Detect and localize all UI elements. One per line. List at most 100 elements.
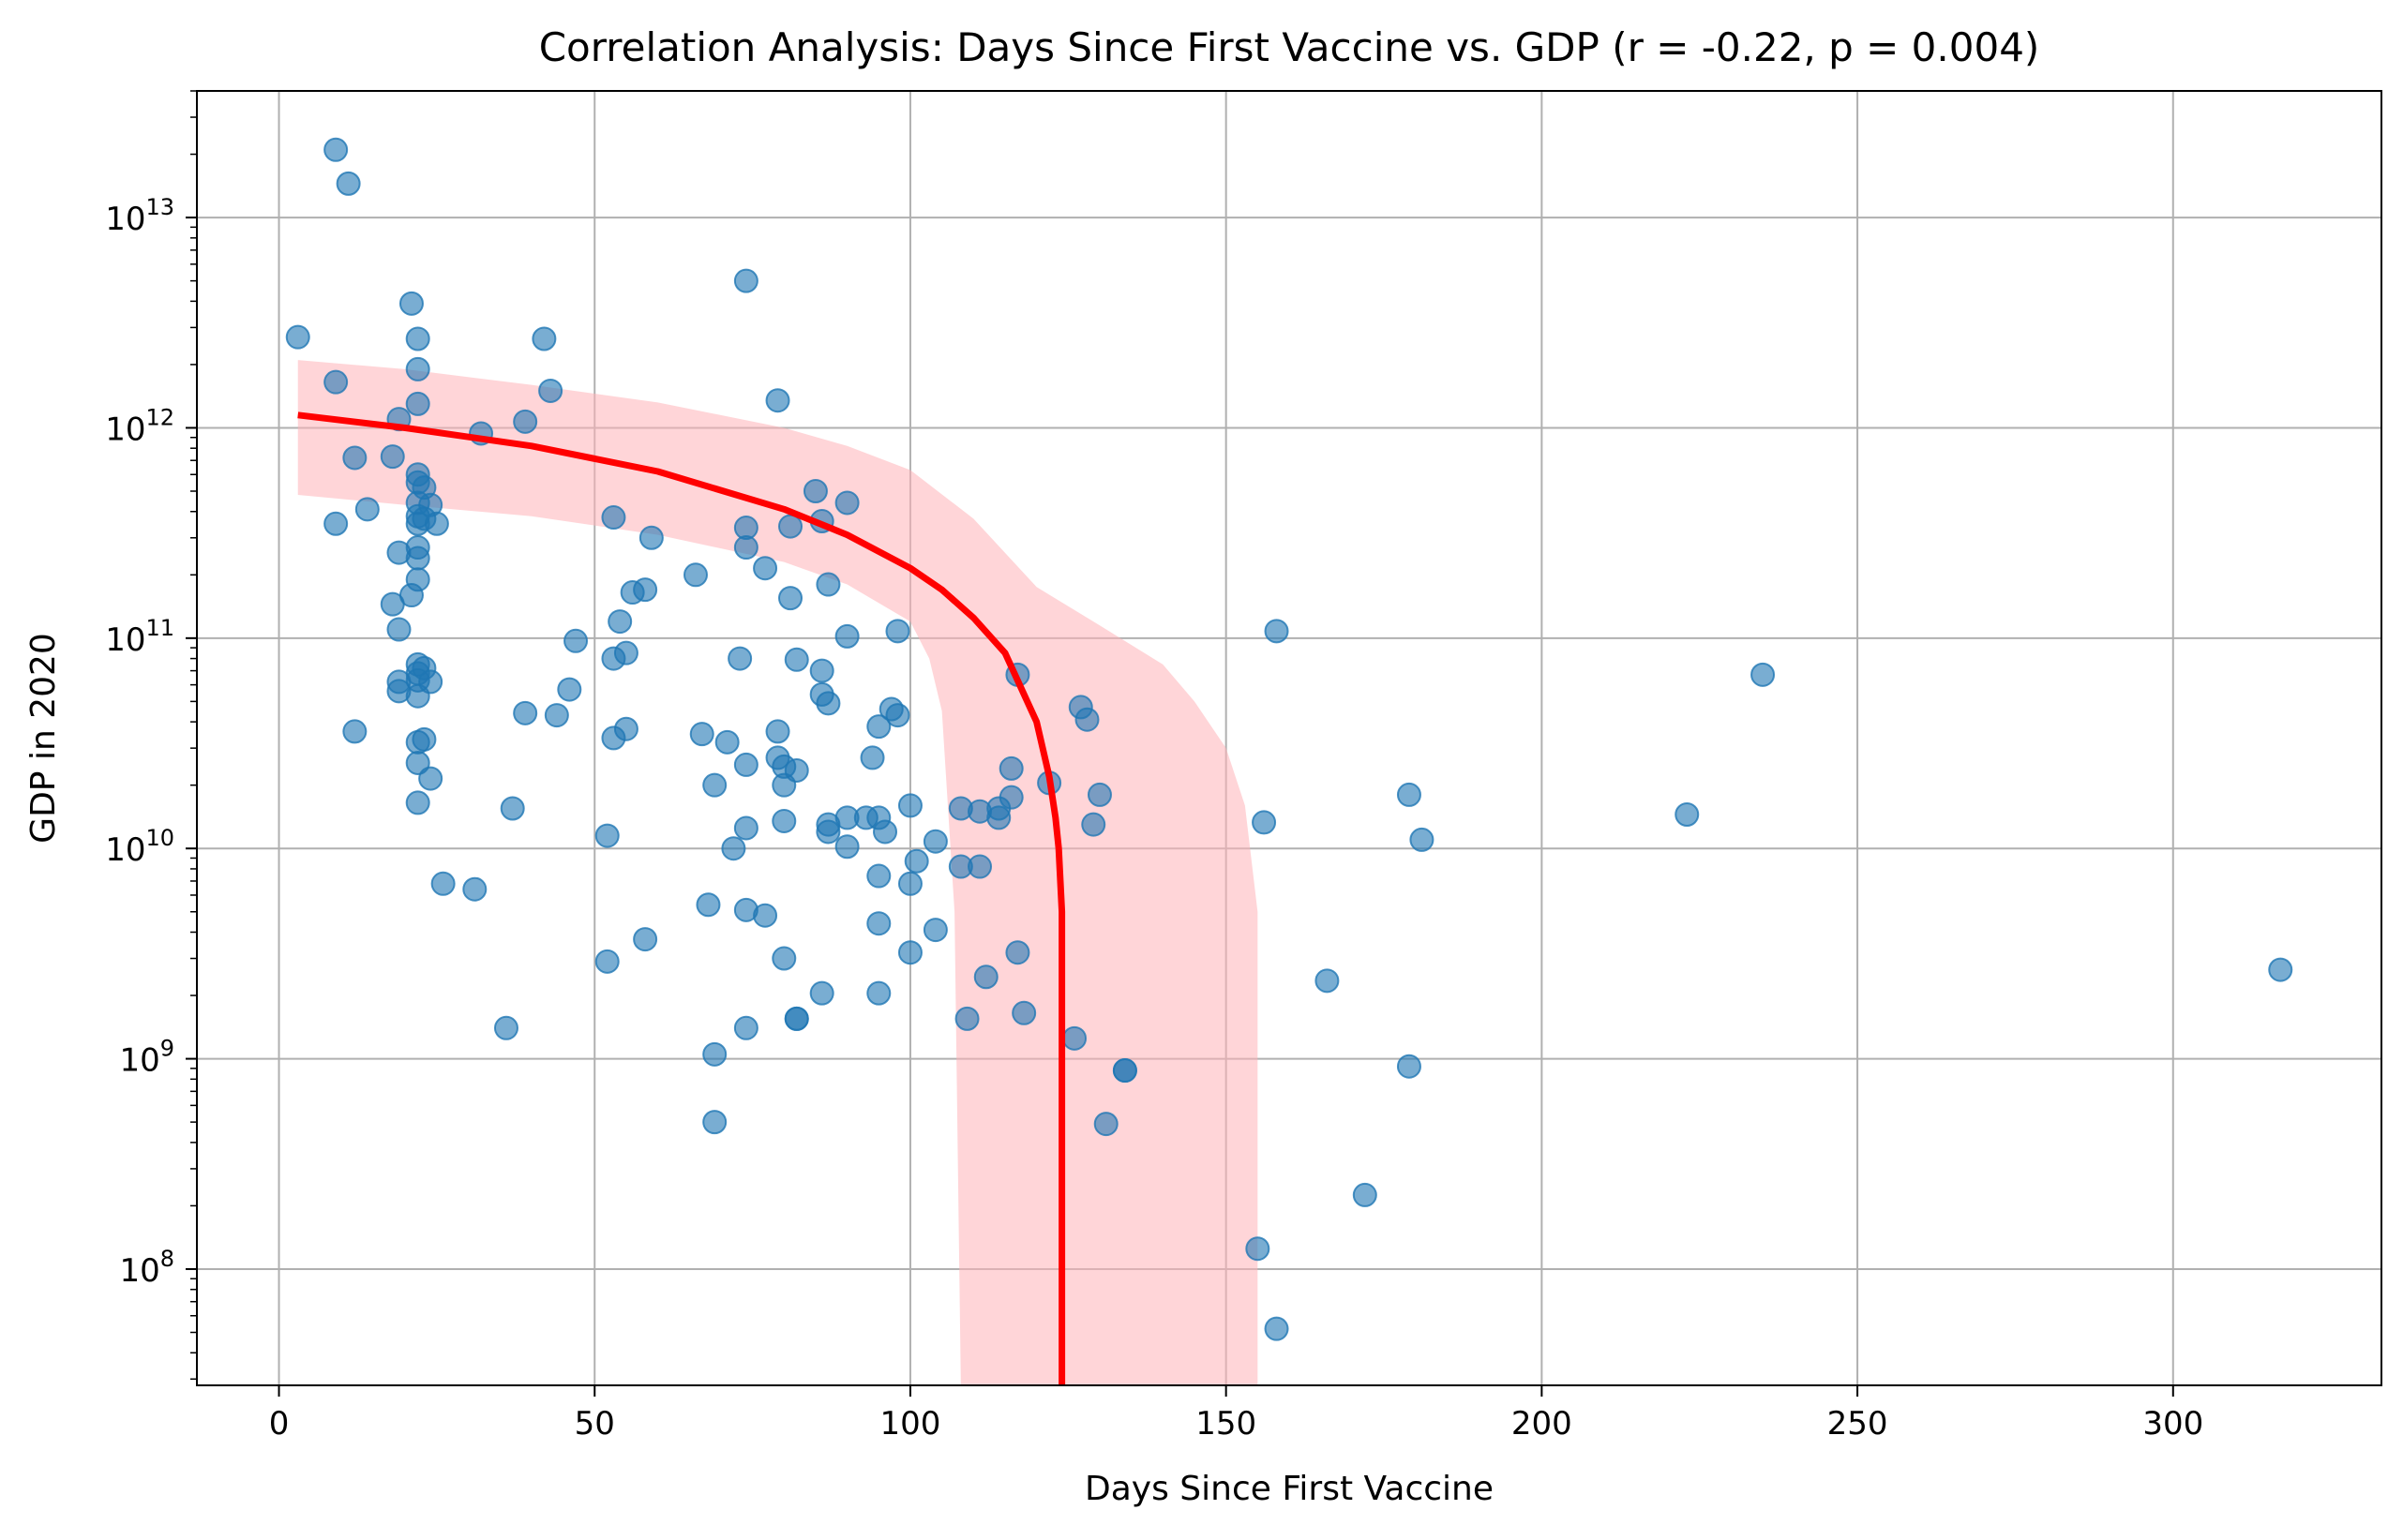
data-point: [728, 646, 753, 671]
data-point: [1087, 782, 1112, 807]
data-point: [405, 356, 430, 381]
data-point: [873, 819, 898, 845]
data-point: [753, 556, 778, 581]
x-tick-label: 250: [1827, 1405, 1888, 1443]
data-point: [733, 815, 758, 841]
data-point: [1264, 1316, 1289, 1341]
x-tick-label: 200: [1511, 1405, 1572, 1443]
data-point: [834, 490, 860, 516]
x-tick-label: 100: [880, 1405, 941, 1443]
trend-line: [297, 411, 1066, 1385]
data-point: [380, 444, 405, 470]
data-point: [1352, 1182, 1377, 1207]
data-point: [405, 546, 430, 571]
data-point: [1675, 802, 1700, 828]
data-point: [885, 619, 910, 644]
data-point: [778, 586, 804, 611]
data-point: [386, 617, 412, 642]
data-point: [1314, 968, 1340, 994]
data-point: [803, 479, 828, 504]
data-point: [418, 766, 443, 791]
confidence-band: [297, 360, 1258, 1386]
x-tick-label: 300: [2142, 1405, 2203, 1443]
data-point: [405, 391, 430, 416]
y-tick-label: 108: [119, 1246, 174, 1290]
confidence-band-layer: [297, 360, 1258, 1386]
data-point: [412, 726, 437, 752]
data-point: [323, 369, 349, 395]
data-point: [1264, 619, 1289, 644]
data-point: [923, 918, 948, 943]
data-point: [2268, 957, 2293, 982]
data-point: [418, 669, 443, 695]
data-point: [405, 567, 430, 592]
plot-frame: [196, 90, 2382, 1386]
data-point: [834, 623, 860, 649]
data-point: [1112, 1058, 1137, 1084]
data-point: [500, 796, 525, 821]
x-tick-label: 50: [575, 1405, 615, 1443]
data-point: [683, 562, 708, 588]
data-point: [405, 790, 430, 815]
data-point: [354, 497, 380, 522]
data-point: [897, 793, 923, 818]
data-point: [613, 640, 638, 665]
data-point: [702, 1110, 728, 1135]
y-tick-label: 1010: [105, 825, 174, 869]
data-point: [594, 823, 620, 848]
data-point: [834, 834, 860, 860]
data-point: [733, 1015, 758, 1040]
data-point: [557, 677, 582, 702]
data-point: [532, 326, 557, 351]
data-point: [563, 628, 589, 653]
data-point: [816, 572, 841, 597]
data-point: [1750, 662, 1776, 687]
data-point: [765, 388, 790, 413]
chart-title: Correlation Analysis: Days Since First V…: [539, 24, 2040, 70]
y-tick-label: 1011: [105, 615, 174, 659]
data-point: [816, 819, 841, 845]
data-point: [860, 745, 885, 770]
data-point: [753, 903, 778, 928]
data-point: [462, 876, 488, 902]
data-point: [342, 719, 368, 744]
data-point: [809, 658, 834, 683]
y-tick-label: 1013: [105, 194, 174, 238]
data-point: [1245, 1236, 1270, 1262]
y-axis-ticks: 108 109 1010 1011 1012 1013: [105, 90, 197, 1381]
data-point: [784, 757, 809, 783]
data-point: [1005, 940, 1030, 965]
data-point: [765, 719, 790, 744]
data-point: [968, 854, 993, 879]
data-point: [1409, 827, 1434, 852]
data-point: [866, 863, 892, 889]
data-point: [904, 848, 929, 874]
data-point: [721, 836, 746, 861]
data-point: [866, 714, 892, 740]
data-point: [897, 871, 923, 896]
data-point: [633, 577, 658, 603]
data-point: [405, 326, 430, 351]
data-point: [923, 829, 948, 854]
data-point: [772, 946, 797, 971]
y-axis-label: GDP in 2020: [24, 633, 63, 844]
data-point: [1093, 1112, 1119, 1137]
data-point: [594, 949, 620, 974]
data-point: [999, 755, 1024, 781]
data-point: [342, 445, 368, 471]
data-point: [513, 700, 538, 725]
data-point: [1252, 810, 1277, 835]
data-point: [285, 324, 310, 350]
data-point: [733, 752, 758, 777]
x-axis-ticks: 0 50 100 150 200 250 300: [269, 1385, 2203, 1443]
data-point: [1074, 707, 1100, 732]
data-point: [696, 892, 721, 918]
y-tick-label: 109: [119, 1036, 174, 1080]
x-tick-label: 0: [269, 1405, 290, 1443]
data-point: [544, 703, 569, 728]
data-point: [1396, 1054, 1421, 1079]
data-point: [689, 722, 714, 747]
data-point: [513, 409, 538, 434]
